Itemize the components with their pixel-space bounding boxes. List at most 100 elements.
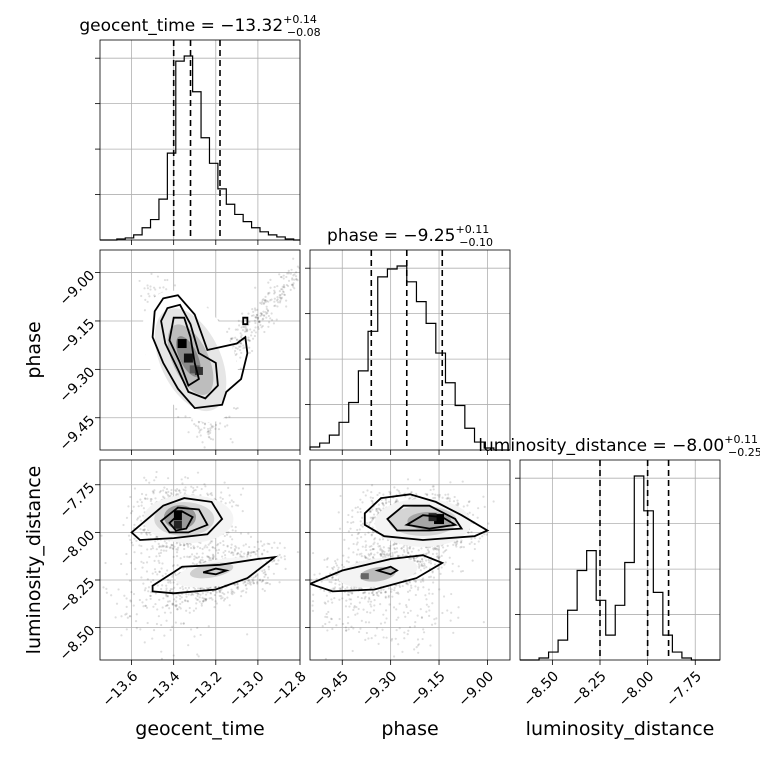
sample-point bbox=[129, 512, 133, 515]
sample-point bbox=[272, 572, 276, 575]
sample-point bbox=[250, 551, 253, 554]
sample-point bbox=[162, 545, 166, 548]
sample-point bbox=[372, 593, 375, 597]
sample-point bbox=[384, 502, 388, 505]
sample-point bbox=[169, 611, 172, 614]
sample-point bbox=[376, 551, 379, 554]
sample-point bbox=[157, 552, 161, 555]
sample-point bbox=[246, 579, 250, 582]
sample-point bbox=[360, 555, 363, 558]
sample-point bbox=[407, 551, 410, 555]
sample-point bbox=[388, 546, 392, 550]
sample-point bbox=[461, 480, 464, 483]
sample-point bbox=[448, 556, 451, 559]
sample-point bbox=[371, 496, 375, 500]
sample-point bbox=[144, 604, 147, 608]
sample-point bbox=[220, 594, 223, 598]
sample-point bbox=[191, 491, 195, 494]
sample-point bbox=[197, 592, 200, 596]
sample-point bbox=[200, 602, 203, 605]
sample-point bbox=[262, 571, 265, 575]
sample-point bbox=[301, 283, 303, 285]
sample-point bbox=[178, 489, 181, 492]
sample-point bbox=[379, 548, 382, 551]
sample-point bbox=[379, 591, 382, 594]
sample-point bbox=[260, 312, 263, 315]
sample-point bbox=[412, 559, 416, 562]
density-cell-1 bbox=[173, 520, 182, 529]
sample-point bbox=[197, 555, 201, 558]
sample-point bbox=[196, 653, 199, 656]
sample-point bbox=[449, 619, 452, 622]
sample-point bbox=[196, 594, 199, 598]
sample-point bbox=[171, 603, 174, 606]
sample-point bbox=[257, 325, 260, 329]
sample-point bbox=[359, 524, 363, 527]
sample-point bbox=[143, 528, 146, 531]
sample-point bbox=[244, 580, 247, 584]
sample-point bbox=[410, 550, 414, 553]
sample-point bbox=[420, 564, 423, 567]
sample-point bbox=[206, 546, 209, 549]
sample-point bbox=[434, 493, 437, 496]
sample-point bbox=[326, 557, 329, 560]
sample-point bbox=[432, 576, 436, 579]
sample-point bbox=[269, 278, 272, 281]
sample-point bbox=[286, 272, 289, 275]
sample-point bbox=[204, 485, 207, 488]
sample-point bbox=[395, 498, 398, 501]
sample-point bbox=[252, 582, 255, 585]
sample-point bbox=[138, 515, 141, 518]
sample-point bbox=[230, 499, 233, 502]
sample-point bbox=[183, 543, 186, 546]
sample-point bbox=[331, 568, 335, 571]
sample-point bbox=[215, 549, 218, 552]
title-phase: phase = −9.25+0.11 −0.10 bbox=[327, 223, 493, 249]
sample-point bbox=[201, 559, 204, 562]
sample-point bbox=[409, 497, 412, 500]
sample-point bbox=[208, 549, 211, 552]
sample-point bbox=[199, 593, 202, 596]
sample-point bbox=[255, 313, 258, 317]
sample-point bbox=[364, 595, 367, 598]
sample-point bbox=[421, 564, 424, 567]
sample-point bbox=[371, 516, 374, 519]
sample-point bbox=[220, 555, 224, 558]
sample-point bbox=[155, 470, 158, 474]
sample-point bbox=[384, 595, 387, 598]
sample-point bbox=[202, 599, 205, 602]
sample-point bbox=[214, 585, 217, 589]
sample-point bbox=[379, 547, 382, 550]
sample-point bbox=[206, 427, 210, 431]
sample-point bbox=[343, 538, 346, 541]
sample-point bbox=[251, 349, 254, 353]
sample-point bbox=[153, 489, 156, 492]
sample-point bbox=[291, 283, 295, 286]
sample-point bbox=[426, 493, 429, 496]
sample-point bbox=[157, 615, 160, 618]
sample-point bbox=[120, 562, 123, 566]
sample-point bbox=[190, 553, 194, 556]
sample-point bbox=[267, 291, 270, 295]
sample-point bbox=[295, 271, 298, 274]
sample-point bbox=[349, 598, 353, 601]
sample-point bbox=[243, 580, 246, 583]
sample-point bbox=[179, 543, 182, 546]
sample-point bbox=[265, 307, 268, 311]
sample-point bbox=[359, 510, 362, 514]
sample-point bbox=[231, 441, 234, 444]
sample-point bbox=[201, 592, 204, 595]
sample-point bbox=[369, 496, 372, 499]
sample-point bbox=[264, 300, 267, 304]
sample-point bbox=[245, 328, 249, 331]
sample-point bbox=[156, 573, 159, 576]
sample-point bbox=[211, 545, 214, 549]
histogram-geocent_time bbox=[100, 55, 300, 241]
sample-point bbox=[239, 532, 243, 535]
sample-point bbox=[416, 588, 420, 591]
sample-point bbox=[338, 583, 341, 586]
sample-point bbox=[252, 310, 255, 313]
sample-point bbox=[234, 529, 237, 532]
sample-point bbox=[149, 288, 152, 291]
sample-point bbox=[373, 553, 376, 556]
